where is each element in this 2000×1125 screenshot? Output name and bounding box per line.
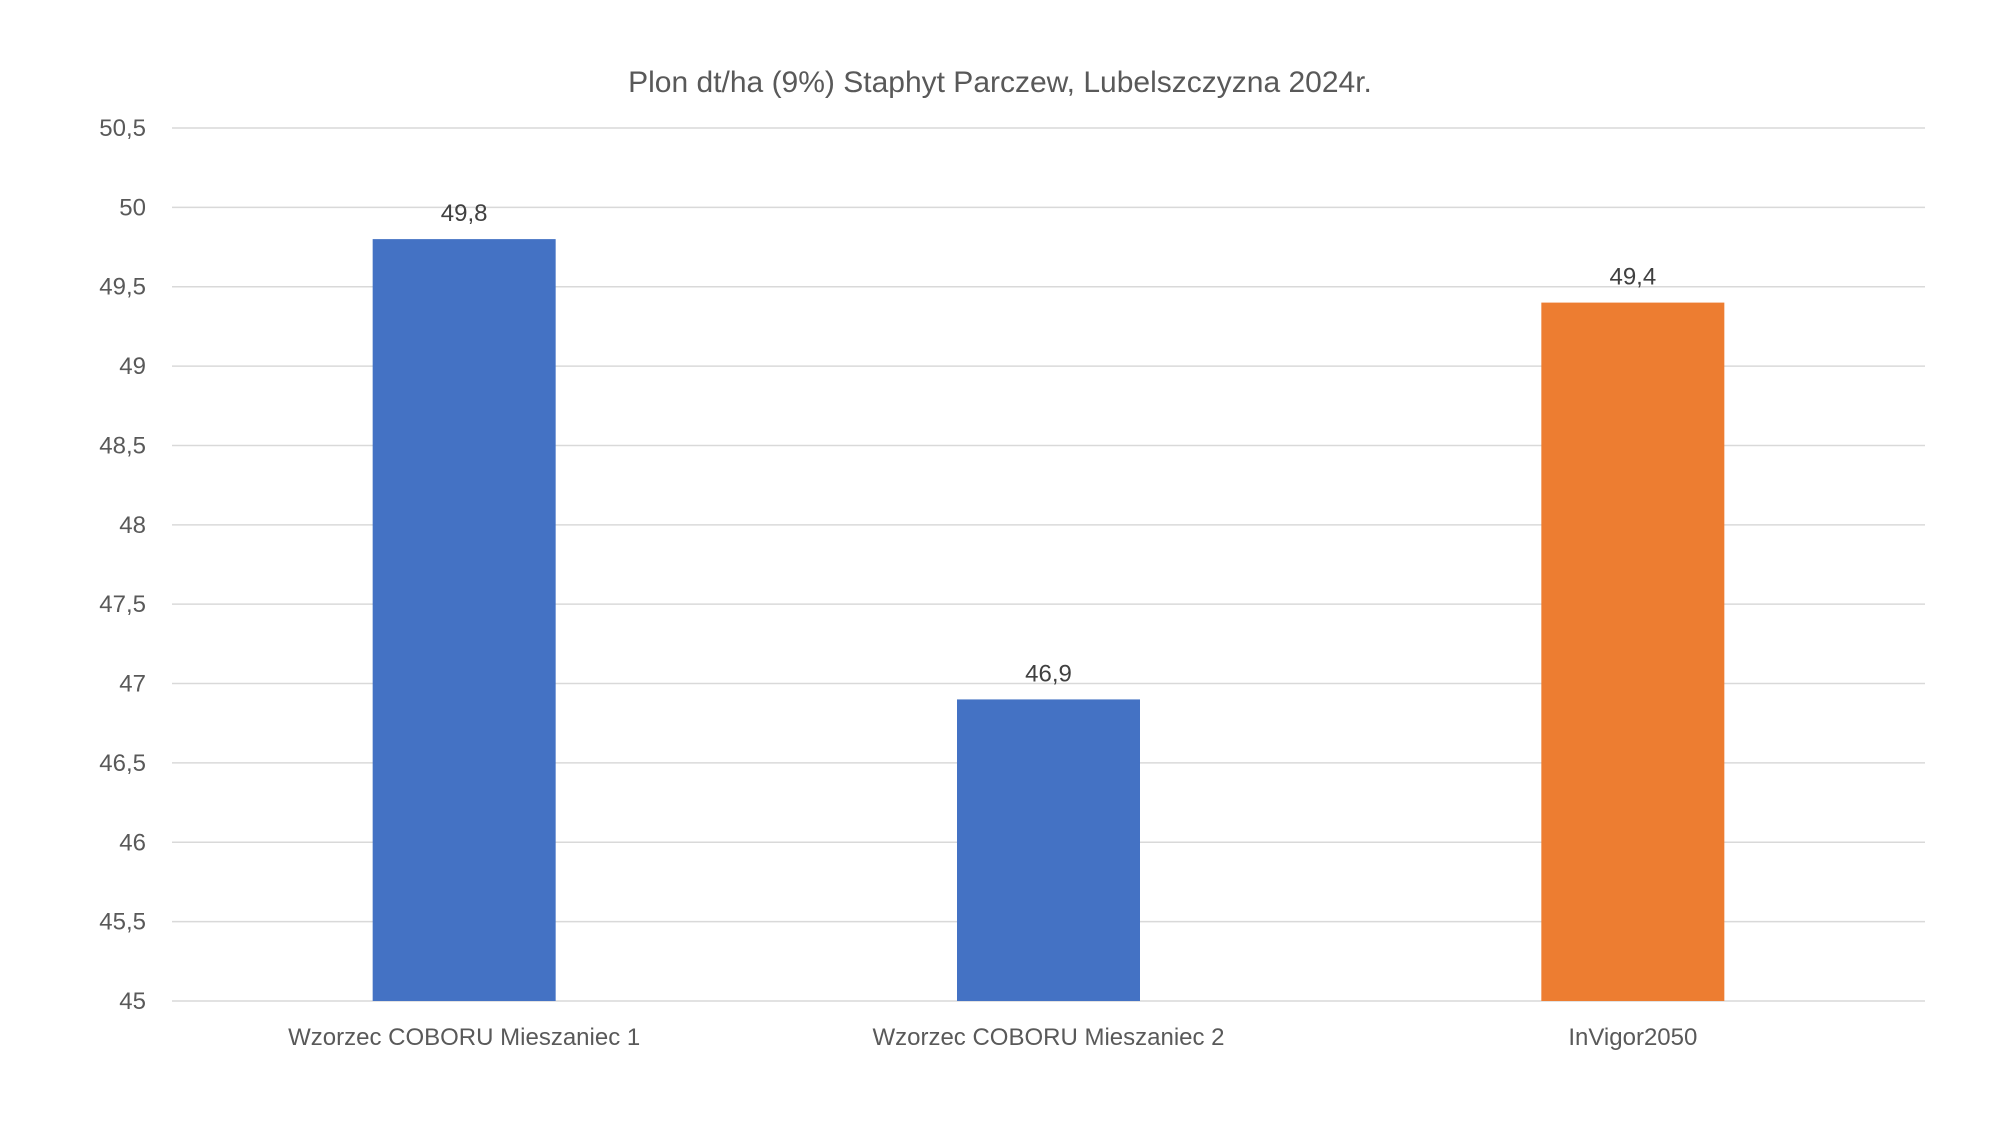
data-label: 49,8 [441, 200, 488, 227]
x-axis-category-labels: Wzorzec COBORU Mieszaniec 1 Wzorzec COBOR… [288, 1024, 1697, 1051]
bar [957, 699, 1140, 1001]
bar [1541, 302, 1725, 1002]
x-category-label: Wzorzec COBORU Mieszaniec 1 [288, 1024, 640, 1051]
data-label: 46,9 [1025, 660, 1072, 687]
y-tick-label: 47 [119, 671, 146, 698]
y-tick-label: 45,5 [99, 909, 146, 936]
y-tick-label: 49,5 [99, 274, 146, 301]
x-category-label: Wzorzec COBORU Mieszaniec 2 [872, 1024, 1224, 1051]
y-tick-label: 45 [119, 988, 146, 1015]
y-tick-label: 49 [119, 353, 146, 380]
x-category-label: InVigor2050 [1568, 1024, 1697, 1051]
y-tick-label: 48,5 [99, 432, 146, 459]
chart-title: Plon dt/ha (9%) Staphyt Parczew, Lubelsz… [628, 66, 1372, 99]
y-axis-tick-labels: 45 45,5 46 46,5 47 47,5 48 48,5 49 49,5 50 50,5 [99, 115, 146, 1015]
data-labels: 49,8 46,9 49,4 [441, 200, 1656, 687]
y-tick-label: 50,5 [99, 115, 146, 142]
y-tick-label: 50 [119, 194, 146, 221]
y-tick-label: 48 [119, 512, 146, 539]
bar [372, 239, 556, 1002]
y-tick-label: 46 [119, 829, 146, 856]
y-tick-label: 47,5 [99, 591, 146, 618]
bars [372, 239, 1725, 1002]
data-label: 49,4 [1609, 264, 1656, 291]
y-tick-label: 46,5 [99, 750, 146, 777]
